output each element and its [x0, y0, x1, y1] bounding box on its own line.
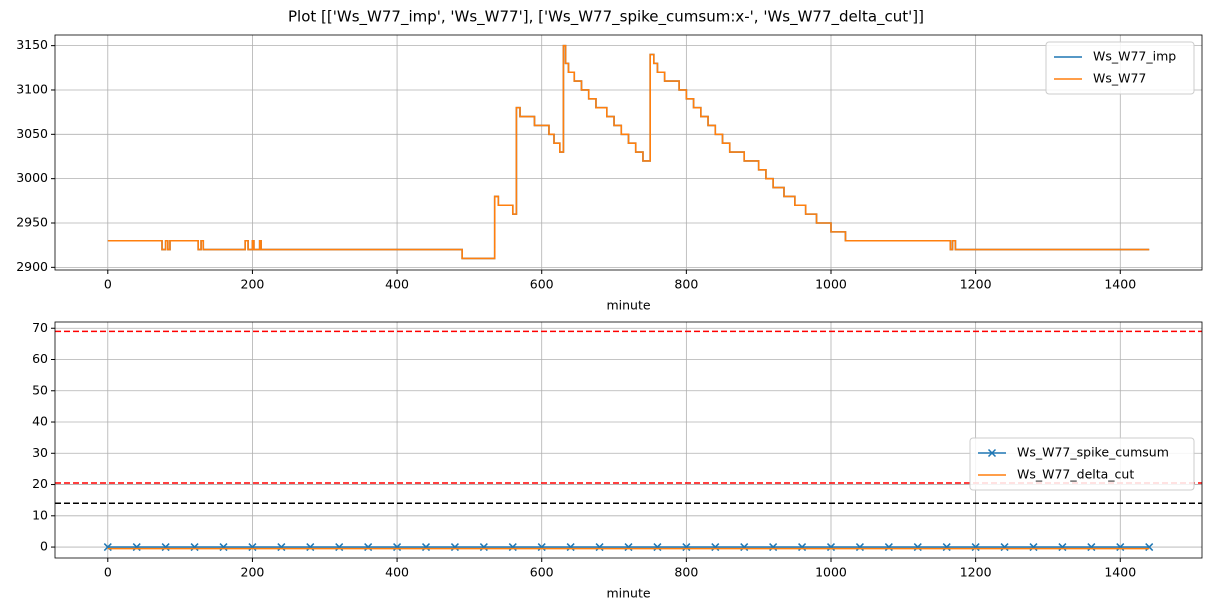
y-tick-label: 50: [32, 382, 48, 397]
y-tick-label: 10: [32, 507, 48, 522]
x-tick-label: 600: [530, 565, 554, 580]
legend-box: [969, 437, 1195, 491]
x-tick-label: 1200: [960, 277, 992, 292]
legend-label: Ws_W77_delta_cut: [1017, 467, 1134, 482]
x-axis-label: minute: [606, 586, 650, 601]
y-tick-label: 3100: [16, 81, 48, 96]
y-tick-label: 3150: [16, 37, 48, 52]
y-tick-label: 0: [40, 539, 48, 554]
x-tick-label: 600: [530, 277, 554, 292]
y-tick-label: 3000: [16, 170, 48, 185]
x-tick-label: 400: [385, 565, 409, 580]
x-tick-label: 800: [674, 277, 698, 292]
y-tick-label: 2950: [16, 215, 48, 230]
x-tick-label: 0: [104, 277, 112, 292]
legend-label: Ws_W77_spike_cumsum: [1017, 445, 1169, 460]
axes-frame: [54, 34, 1203, 271]
x-tick-label: 1400: [1104, 565, 1136, 580]
legend-label: Ws_W77: [1093, 71, 1146, 86]
y-tick-label: 60: [32, 351, 48, 366]
legend-marker: [987, 448, 997, 458]
y-tick-label: 3050: [16, 126, 48, 141]
x-tick-label: 1400: [1104, 277, 1136, 292]
series-line: [107, 44, 1150, 260]
x-tick-label: 200: [241, 565, 265, 580]
axes-frame: [54, 321, 1203, 559]
x-tick-label: 1000: [815, 565, 847, 580]
y-tick-label: 20: [32, 476, 48, 491]
y-tick-label: 70: [32, 320, 48, 335]
x-tick-label: 0: [104, 565, 112, 580]
y-tick-label: 40: [32, 414, 48, 429]
figure-title: Plot [['Ws_W77_imp', 'Ws_W77'], ['Ws_W77…: [288, 8, 924, 27]
x-tick-label: 400: [385, 277, 409, 292]
y-tick-label: 30: [32, 445, 48, 460]
x-tick-label: 1000: [815, 277, 847, 292]
x-tick-label: 1200: [960, 565, 992, 580]
legend-label: Ws_W77_imp: [1093, 49, 1176, 64]
legend-box: [1045, 41, 1195, 95]
x-tick-label: 200: [241, 277, 265, 292]
x-tick-label: 800: [674, 565, 698, 580]
x-axis-label: minute: [606, 298, 650, 313]
y-tick-label: 2900: [16, 259, 48, 274]
